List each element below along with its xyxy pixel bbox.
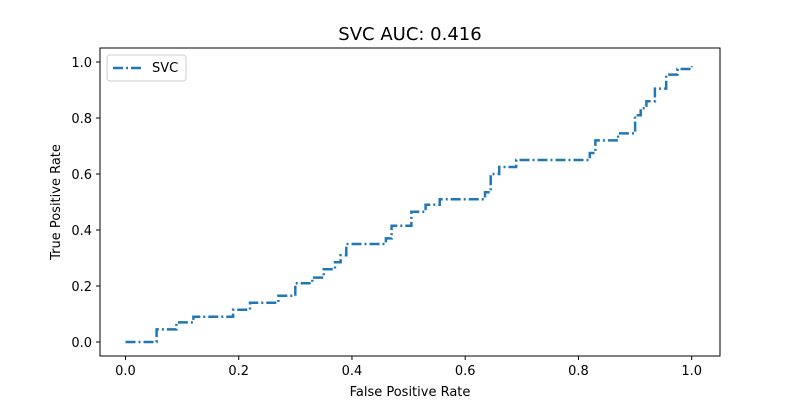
legend-label-svc: SVC — [152, 61, 178, 76]
x-tick-label: 0.6 — [455, 364, 476, 379]
y-tick-label: 1.0 — [71, 56, 92, 71]
x-tick-label: 0.8 — [568, 364, 589, 379]
x-axis-label: False Positive Rate — [350, 385, 471, 400]
legend: SVC — [106, 54, 187, 82]
y-axis-label: True Positive Rate — [49, 144, 64, 261]
y-tick-label: 0.8 — [71, 112, 92, 127]
y-tick-label: 0.4 — [71, 224, 92, 239]
y-tick-label: 0.0 — [71, 336, 92, 351]
y-tick-label: 0.6 — [71, 168, 92, 183]
x-tick-label: 1.0 — [681, 364, 702, 379]
legend-box — [106, 54, 187, 82]
x-tick-label: 0.0 — [115, 364, 136, 379]
chart-title: SVC AUC: 0.416 — [338, 24, 481, 45]
series-line-svc — [125, 66, 693, 344]
x-tick-label: 0.2 — [228, 364, 249, 379]
x-tick-label: 0.4 — [342, 364, 363, 379]
plot-frame — [99, 47, 721, 357]
y-tick-label: 0.2 — [71, 280, 92, 295]
